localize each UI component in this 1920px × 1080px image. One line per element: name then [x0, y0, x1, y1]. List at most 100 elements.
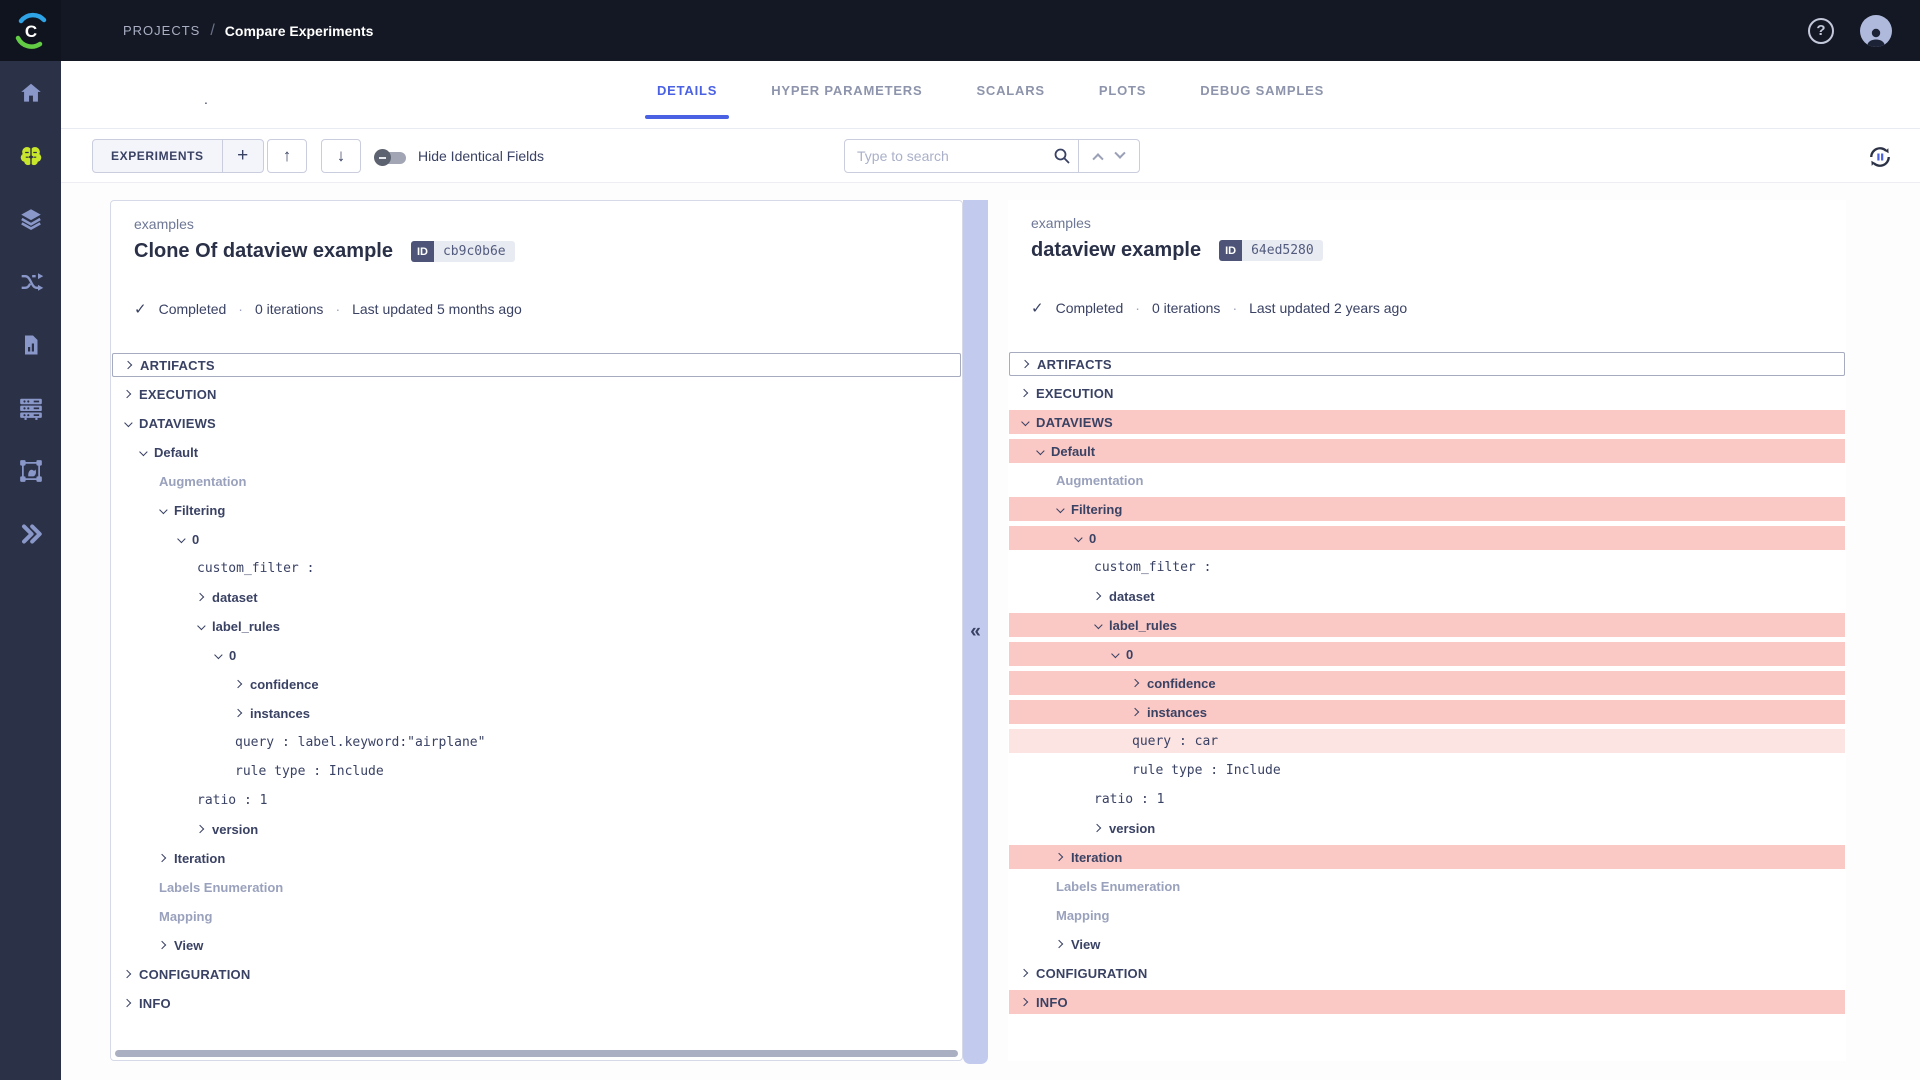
- annotator-icon[interactable]: [17, 457, 45, 485]
- tree-row-label: instances: [1147, 704, 1207, 720]
- compare-content: examples Clone Of dataview example ID cb…: [61, 183, 1920, 1080]
- tree-row-filtering[interactable]: Filtering: [112, 498, 961, 522]
- tree-row-label-rules-0[interactable]: 0: [1009, 642, 1845, 666]
- tree-row-confidence[interactable]: confidence: [112, 672, 961, 696]
- tab-hyper-parameters[interactable]: HYPER PARAMETERS: [771, 83, 923, 98]
- auto-refresh-icon[interactable]: [1866, 143, 1894, 171]
- tree-row-dataset[interactable]: dataset: [112, 585, 961, 609]
- tree-row-label: ARTIFACTS: [140, 357, 215, 373]
- dot-separator: ·: [238, 301, 243, 317]
- experiment-title: dataview example: [1031, 239, 1202, 261]
- tree-row-info[interactable]: INFO: [1009, 990, 1845, 1014]
- tree-row-label: custom_filter :: [197, 560, 315, 576]
- search-icon[interactable]: [1046, 140, 1078, 172]
- tree-row-filtering-0[interactable]: 0: [112, 527, 961, 551]
- chevron-down-icon: [1056, 504, 1065, 514]
- tree-row-label: version: [1109, 820, 1156, 836]
- tree-row-label: version: [212, 821, 259, 837]
- tree-row-dataviews[interactable]: DATAVIEWS: [112, 411, 961, 435]
- reports-icon[interactable]: [17, 331, 45, 359]
- tree-row-instances[interactable]: instances: [1009, 700, 1845, 724]
- tree-row-artifacts[interactable]: ARTIFACTS: [1009, 352, 1845, 376]
- tree-row-view[interactable]: View: [1009, 932, 1845, 956]
- check-icon: ✓: [134, 301, 147, 318]
- tab-scalars[interactable]: SCALARS: [976, 83, 1045, 98]
- datasets-icon[interactable]: [17, 205, 45, 233]
- tree-row-filtering-0[interactable]: 0: [1009, 526, 1845, 550]
- tree-row-artifacts[interactable]: ARTIFACTS: [112, 353, 961, 377]
- experiment-id-badge[interactable]: ID cb9c0b6e: [410, 241, 515, 262]
- tree-row-default[interactable]: Default: [112, 440, 961, 464]
- tab-details[interactable]: DETAILS: [644, 75, 730, 129]
- tree-row-instances[interactable]: instances: [112, 701, 961, 725]
- tree-row-query: query : car: [1009, 729, 1845, 753]
- tree-row-label-rules[interactable]: label_rules: [112, 614, 961, 638]
- collapse-panel-button[interactable]: «: [963, 200, 988, 1064]
- chevron-down-icon: [177, 534, 186, 544]
- project-name: examples: [1031, 215, 1091, 231]
- workers-queues-icon[interactable]: [17, 394, 45, 422]
- tree-row-labels-enumeration: Labels Enumeration: [112, 875, 961, 899]
- tree-row-version[interactable]: version: [112, 817, 961, 841]
- chevron-down-icon: [1074, 533, 1083, 543]
- chevron-down-icon: [1094, 620, 1103, 630]
- details-tree-right: ARTIFACTS EXECUTION DATAVIEWS Default Augmen…: [1009, 352, 1845, 1019]
- tree-row-configuration[interactable]: CONFIGURATION: [1009, 961, 1845, 985]
- hide-identical-fields-toggle[interactable]: [374, 149, 406, 166]
- tree-row-configuration[interactable]: CONFIGURATION: [112, 962, 961, 986]
- experiments-button[interactable]: EXPERIMENTS: [111, 149, 204, 163]
- tree-row-iteration[interactable]: Iteration: [1009, 845, 1845, 869]
- tree-row-info[interactable]: INFO: [112, 991, 961, 1015]
- toggle-knob: [374, 149, 391, 166]
- tree-row-label-rules[interactable]: label_rules: [1009, 613, 1845, 637]
- tree-row-label: INFO: [139, 995, 171, 1011]
- tab-debug-samples[interactable]: DEBUG SAMPLES: [1200, 83, 1325, 98]
- tree-row-execution[interactable]: EXECUTION: [1009, 381, 1845, 405]
- avatar[interactable]: [1860, 14, 1892, 47]
- tree-row-label: label_rules: [212, 618, 280, 634]
- projects-icon[interactable]: [17, 142, 45, 170]
- chevron-right-icon: [1054, 939, 1064, 949]
- tab-plots[interactable]: PLOTS: [1098, 83, 1147, 98]
- chevron-right-icon: [122, 389, 132, 399]
- tree-row-label: rule type : Include: [1132, 762, 1281, 778]
- previous-diff-button[interactable]: ↑: [267, 139, 307, 173]
- check-icon: ✓: [1031, 300, 1044, 317]
- tree-row-label-rules-0[interactable]: 0: [112, 643, 961, 667]
- tree-row-label: Augmentation: [159, 473, 247, 489]
- tree-row-iteration[interactable]: Iteration: [112, 846, 961, 870]
- tree-row-label: Iteration: [174, 850, 226, 866]
- tree-row-view[interactable]: View: [112, 933, 961, 957]
- next-diff-button[interactable]: ↓: [321, 139, 361, 173]
- breadcrumb-projects[interactable]: PROJECTS: [123, 23, 201, 38]
- search-next-icon[interactable]: [1114, 147, 1127, 159]
- help-icon[interactable]: ?: [1808, 17, 1834, 44]
- dot-separator: ·: [1232, 300, 1238, 316]
- tree-row-version[interactable]: version: [1009, 816, 1845, 840]
- experiment-title: Clone Of dataview example: [134, 240, 393, 262]
- applications-icon[interactable]: [17, 520, 45, 548]
- tree-row-dataviews[interactable]: DATAVIEWS: [1009, 410, 1845, 434]
- tree-row-label: EXECUTION: [1036, 385, 1114, 401]
- dashboard-icon[interactable]: [17, 79, 45, 107]
- header-dot: .: [204, 91, 208, 107]
- horizontal-scrollbar[interactable]: [115, 1050, 958, 1057]
- chevron-right-icon: [122, 998, 132, 1008]
- clearml-logo[interactable]: C: [0, 0, 61, 61]
- tree-row-rule-type: rule type : Include: [112, 759, 961, 783]
- tree-row-label: Filtering: [1071, 501, 1123, 517]
- tree-row-filtering[interactable]: Filtering: [1009, 497, 1845, 521]
- search-nav: [1078, 140, 1139, 172]
- add-experiment-button[interactable]: +: [221, 140, 263, 172]
- tree-row-dataset[interactable]: dataset: [1009, 584, 1845, 608]
- tree-row-label: CONFIGURATION: [139, 966, 251, 982]
- tree-row-confidence[interactable]: confidence: [1009, 671, 1845, 695]
- sidebar: [0, 61, 61, 1080]
- tree-row-execution[interactable]: EXECUTION: [112, 382, 961, 406]
- top-bar: C PROJECTS / Compare Experiments ?: [0, 0, 1920, 61]
- experiment-id-badge[interactable]: ID 64ed5280: [1219, 240, 1323, 261]
- search-input[interactable]: [845, 140, 1046, 172]
- tree-row-default[interactable]: Default: [1009, 439, 1845, 463]
- search-prev-icon[interactable]: [1092, 153, 1104, 165]
- pipelines-icon[interactable]: [17, 268, 45, 296]
